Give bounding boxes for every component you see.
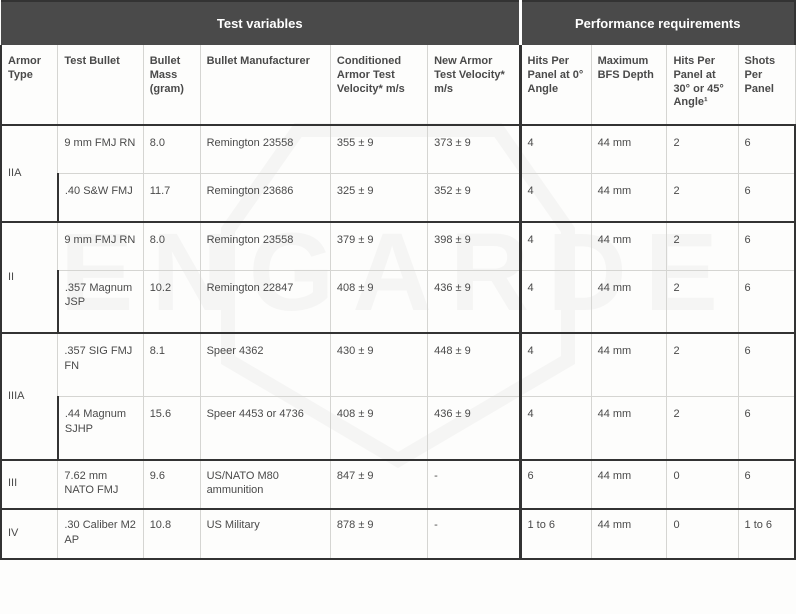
hits-0-cell: 4 (520, 396, 591, 459)
hits-30-45-cell: 0 (667, 460, 738, 510)
shots-cell: 6 (738, 396, 795, 459)
cond-velocity-cell: 379 ± 9 (330, 222, 427, 270)
shots-cell: 6 (738, 125, 795, 173)
new-velocity-cell: 436 ± 9 (428, 270, 520, 333)
bfs-cell: 44 mm (591, 270, 667, 333)
table-row: .44 Magnum SJHP15.6Speer 4453 or 4736408… (1, 396, 795, 459)
bfs-cell: 44 mm (591, 173, 667, 221)
bullet-mass-cell: 10.8 (143, 509, 200, 559)
hits-30-45-cell: 2 (667, 396, 738, 459)
new-velocity-cell: 436 ± 9 (428, 396, 520, 459)
hits-0-cell: 4 (520, 333, 591, 396)
new-velocity-cell: 398 ± 9 (428, 222, 520, 270)
col-manufacturer: Bullet Manufacturer (200, 45, 330, 125)
test-bullet-cell: .30 Caliber M2 AP (58, 509, 143, 559)
hits-30-45-cell: 2 (667, 222, 738, 270)
section-performance: Performance requirements (520, 1, 795, 45)
shots-cell: 6 (738, 460, 795, 510)
bfs-cell: 44 mm (591, 222, 667, 270)
shots-cell: 6 (738, 270, 795, 333)
manufacturer-cell: US/NATO M80 ammunition (200, 460, 330, 510)
manufacturer-cell: Remington 23686 (200, 173, 330, 221)
table-row: III7.62 mm NATO FMJ9.6US/NATO M80 ammuni… (1, 460, 795, 510)
hits-0-cell: 4 (520, 125, 591, 173)
armor-type-cell: IIA (1, 125, 58, 222)
hits-0-cell: 4 (520, 222, 591, 270)
armor-type-cell: II (1, 222, 58, 334)
cond-velocity-cell: 430 ± 9 (330, 333, 427, 396)
hits-0-cell: 1 to 6 (520, 509, 591, 559)
col-armor-type: Armor Type (1, 45, 58, 125)
table-row: IIIA.357 SIG FMJ FN8.1Speer 4362430 ± 94… (1, 333, 795, 396)
section-test-variables: Test variables (1, 1, 520, 45)
hits-30-45-cell: 2 (667, 173, 738, 221)
hits-0-cell: 4 (520, 173, 591, 221)
col-bfs: Maximum BFS Depth (591, 45, 667, 125)
test-bullet-cell: 9 mm FMJ RN (58, 125, 143, 173)
col-cond-velocity: Conditioned Armor Test Velocity* m/s (330, 45, 427, 125)
col-bullet-mass: Bullet Mass (gram) (143, 45, 200, 125)
test-bullet-cell: .357 SIG FMJ FN (58, 333, 143, 396)
test-bullet-cell: 7.62 mm NATO FMJ (58, 460, 143, 510)
bullet-mass-cell: 9.6 (143, 460, 200, 510)
cond-velocity-cell: 408 ± 9 (330, 270, 427, 333)
table-row: IV.30 Caliber M2 AP10.8US Military878 ± … (1, 509, 795, 559)
cond-velocity-cell: 847 ± 9 (330, 460, 427, 510)
manufacturer-cell: Speer 4362 (200, 333, 330, 396)
col-test-bullet: Test Bullet (58, 45, 143, 125)
cond-velocity-cell: 878 ± 9 (330, 509, 427, 559)
table-row: .40 S&W FMJ11.7Remington 23686325 ± 9352… (1, 173, 795, 221)
new-velocity-cell: 373 ± 9 (428, 125, 520, 173)
cond-velocity-cell: 325 ± 9 (330, 173, 427, 221)
manufacturer-cell: Remington 23558 (200, 125, 330, 173)
bullet-mass-cell: 10.2 (143, 270, 200, 333)
cond-velocity-cell: 408 ± 9 (330, 396, 427, 459)
shots-cell: 6 (738, 333, 795, 396)
hits-0-cell: 4 (520, 270, 591, 333)
test-bullet-cell: .357 Magnum JSP (58, 270, 143, 333)
col-shots: Shots Per Panel (738, 45, 795, 125)
bullet-mass-cell: 15.6 (143, 396, 200, 459)
test-bullet-cell: .40 S&W FMJ (58, 173, 143, 221)
armor-type-cell: IV (1, 509, 58, 559)
new-velocity-cell: 352 ± 9 (428, 173, 520, 221)
table-row: IIA9 mm FMJ RN8.0Remington 23558355 ± 93… (1, 125, 795, 173)
bfs-cell: 44 mm (591, 509, 667, 559)
bullet-mass-cell: 8.0 (143, 222, 200, 270)
bfs-cell: 44 mm (591, 125, 667, 173)
hits-0-cell: 6 (520, 460, 591, 510)
test-bullet-cell: .44 Magnum SJHP (58, 396, 143, 459)
col-hits-30-45: Hits Per Panel at 30° or 45° Angle¹ (667, 45, 738, 125)
manufacturer-cell: Speer 4453 or 4736 (200, 396, 330, 459)
bullet-mass-cell: 11.7 (143, 173, 200, 221)
new-velocity-cell: - (428, 509, 520, 559)
col-new-velocity: New Armor Test Velocity* m/s (428, 45, 520, 125)
bullet-mass-cell: 8.0 (143, 125, 200, 173)
cond-velocity-cell: 355 ± 9 (330, 125, 427, 173)
armor-spec-table: Test variables Performance requirements … (0, 0, 796, 560)
bfs-cell: 44 mm (591, 396, 667, 459)
bullet-mass-cell: 8.1 (143, 333, 200, 396)
armor-type-cell: III (1, 460, 58, 510)
table-row: II9 mm FMJ RN8.0Remington 23558379 ± 939… (1, 222, 795, 270)
hits-30-45-cell: 2 (667, 125, 738, 173)
manufacturer-cell: Remington 22847 (200, 270, 330, 333)
new-velocity-cell: - (428, 460, 520, 510)
hits-30-45-cell: 2 (667, 270, 738, 333)
hits-30-45-cell: 2 (667, 333, 738, 396)
col-hits-0: Hits Per Panel at 0° Angle (520, 45, 591, 125)
bfs-cell: 44 mm (591, 460, 667, 510)
bfs-cell: 44 mm (591, 333, 667, 396)
table-row: .357 Magnum JSP10.2Remington 22847408 ± … (1, 270, 795, 333)
new-velocity-cell: 448 ± 9 (428, 333, 520, 396)
armor-type-cell: IIIA (1, 333, 58, 459)
shots-cell: 6 (738, 222, 795, 270)
hits-30-45-cell: 0 (667, 509, 738, 559)
shots-cell: 1 to 6 (738, 509, 795, 559)
test-bullet-cell: 9 mm FMJ RN (58, 222, 143, 270)
shots-cell: 6 (738, 173, 795, 221)
manufacturer-cell: Remington 23558 (200, 222, 330, 270)
manufacturer-cell: US Military (200, 509, 330, 559)
